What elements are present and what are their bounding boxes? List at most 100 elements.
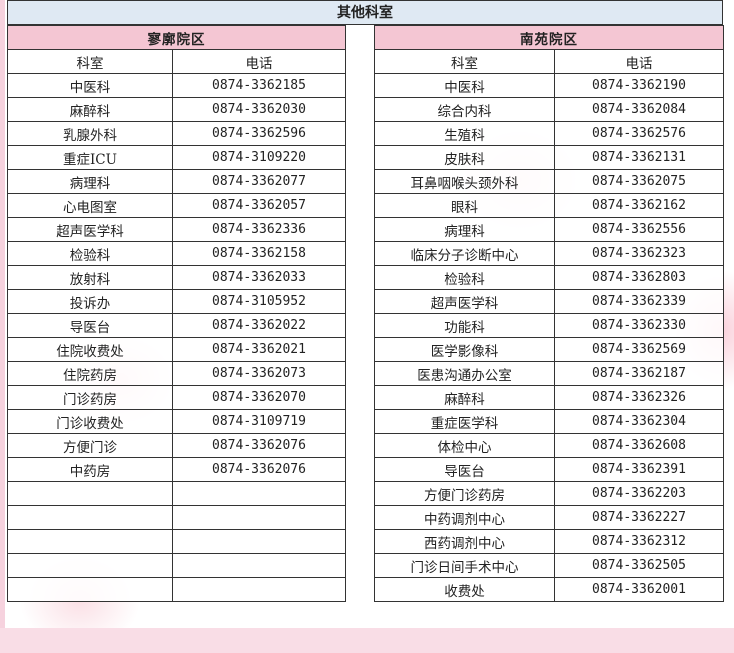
department-cell: 中药房: [7, 457, 173, 482]
table-row: 皮肤科 0874-3362131: [374, 145, 724, 170]
table-row: [7, 553, 346, 578]
phone-cell: 0874-3362569: [554, 337, 724, 362]
phone-cell: 0874-3362030: [172, 97, 346, 122]
table-row: 中药调剂中心 0874-3362227: [374, 505, 724, 530]
department-cell: 导医台: [374, 457, 555, 482]
table-row: 方便门诊药房 0874-3362203: [374, 481, 724, 506]
table-row: 病理科 0874-3362077: [7, 169, 346, 194]
department-cell: 功能科: [374, 313, 555, 338]
phone-cell: 0874-3362326: [554, 385, 724, 410]
phone-cell: 0874-3362187: [554, 361, 724, 386]
table-row: 门诊药房 0874-3362070: [7, 385, 346, 410]
department-cell: [7, 553, 173, 578]
table-row: 门诊日间手术中心 0874-3362505: [374, 553, 724, 578]
department-cell: 乳腺外科: [7, 121, 173, 146]
department-cell: 投诉办: [7, 289, 173, 314]
department-cell: 病理科: [374, 217, 555, 242]
decorative-border: [0, 0, 5, 653]
phone-cell: 0874-3362323: [554, 241, 724, 266]
department-cell: 西药调剂中心: [374, 529, 555, 554]
table-row: 检验科 0874-3362158: [7, 241, 346, 266]
table-row: 病理科 0874-3362556: [374, 217, 724, 242]
department-cell: 检验科: [374, 265, 555, 290]
phone-cell: [172, 481, 346, 506]
department-cell: 皮肤科: [374, 145, 555, 170]
table-row: 医学影像科 0874-3362569: [374, 337, 724, 362]
department-cell: 中医科: [7, 73, 173, 98]
table-row: 门诊收费处 0874-3109719: [7, 409, 346, 434]
department-cell: 收费处: [374, 577, 555, 602]
phone-cell: 0874-3362391: [554, 457, 724, 482]
department-cell: 重症ICU: [7, 145, 173, 170]
department-cell: 门诊日间手术中心: [374, 553, 555, 578]
table-row: 耳鼻咽喉头颈外科 0874-3362075: [374, 169, 724, 194]
department-cell: 方便门诊药房: [374, 481, 555, 506]
phone-cell: 0874-3362190: [554, 73, 724, 98]
table-nanyuan: 南苑院区 科室 电话 中医科 0874-3362190 综合内科 0874-33620…: [374, 25, 724, 602]
table-row: 检验科 0874-3362803: [374, 265, 724, 290]
department-cell: 超声医学科: [374, 289, 555, 314]
department-cell: 医患沟通办公室: [374, 361, 555, 386]
department-cell: 超声医学科: [7, 217, 173, 242]
department-cell: 放射科: [7, 265, 173, 290]
phone-cell: 0874-3105952: [172, 289, 346, 314]
department-cell: 方便门诊: [7, 433, 173, 458]
table-row: 功能科 0874-3362330: [374, 313, 724, 338]
department-cell: 住院收费处: [7, 337, 173, 362]
department-cell: 门诊收费处: [7, 409, 173, 434]
phone-cell: 0874-3362162: [554, 193, 724, 218]
department-cell: [7, 505, 173, 530]
table-row: 麻醉科 0874-3362030: [7, 97, 346, 122]
district-header: 南苑院区: [374, 25, 724, 50]
phone-cell: 0874-3362312: [554, 529, 724, 554]
department-cell: 中药调剂中心: [374, 505, 555, 530]
column-header-department: 科室: [7, 49, 173, 74]
phone-cell: 0874-3362803: [554, 265, 724, 290]
department-cell: 生殖科: [374, 121, 555, 146]
column-header-department: 科室: [374, 49, 555, 74]
table-row: 心电图室 0874-3362057: [7, 193, 346, 218]
department-cell: 综合内科: [374, 97, 555, 122]
phone-cell: [172, 505, 346, 530]
table-row: 医患沟通办公室 0874-3362187: [374, 361, 724, 386]
department-cell: 眼科: [374, 193, 555, 218]
table-row: 住院收费处 0874-3362021: [7, 337, 346, 362]
table-row: 导医台 0874-3362022: [7, 313, 346, 338]
phone-cell: 0874-3362185: [172, 73, 346, 98]
phone-cell: 0874-3362070: [172, 385, 346, 410]
table-row: [7, 577, 346, 602]
phone-cell: 0874-3362227: [554, 505, 724, 530]
page-title: 其他科室: [7, 0, 723, 25]
department-cell: 麻醉科: [374, 385, 555, 410]
department-cell: 门诊药房: [7, 385, 173, 410]
table-row: [7, 481, 346, 506]
phone-cell: 0874-3362073: [172, 361, 346, 386]
decorative-footer: [0, 628, 734, 653]
table-row: 方便门诊 0874-3362076: [7, 433, 346, 458]
table-liaokuo: 寥廓院区 科室 电话 中医科 0874-3362185 麻醉科 0874-336203…: [7, 25, 346, 602]
phone-cell: 0874-3362203: [554, 481, 724, 506]
phone-cell: 0874-3362077: [172, 169, 346, 194]
table-row: 西药调剂中心 0874-3362312: [374, 529, 724, 554]
table-row: [7, 505, 346, 530]
table-row: 超声医学科 0874-3362336: [7, 217, 346, 242]
department-cell: 心电图室: [7, 193, 173, 218]
department-cell: 麻醉科: [7, 97, 173, 122]
department-cell: 住院药房: [7, 361, 173, 386]
department-cell: 医学影像科: [374, 337, 555, 362]
table-row: 临床分子诊断中心 0874-3362323: [374, 241, 724, 266]
department-cell: 导医台: [7, 313, 173, 338]
phone-cell: 0874-3362057: [172, 193, 346, 218]
column-header-phone: 电话: [172, 49, 346, 74]
table-row: 麻醉科 0874-3362326: [374, 385, 724, 410]
table-row: 中药房 0874-3362076: [7, 457, 346, 482]
department-cell: [7, 529, 173, 554]
department-cell: 重症医学科: [374, 409, 555, 434]
table-row: 放射科 0874-3362033: [7, 265, 346, 290]
phone-cell: 0874-3362608: [554, 433, 724, 458]
phone-cell: 0874-3362339: [554, 289, 724, 314]
phone-cell: 0874-3362033: [172, 265, 346, 290]
phone-cell: [172, 529, 346, 554]
phone-cell: 0874-3362576: [554, 121, 724, 146]
column-header-phone: 电话: [554, 49, 724, 74]
